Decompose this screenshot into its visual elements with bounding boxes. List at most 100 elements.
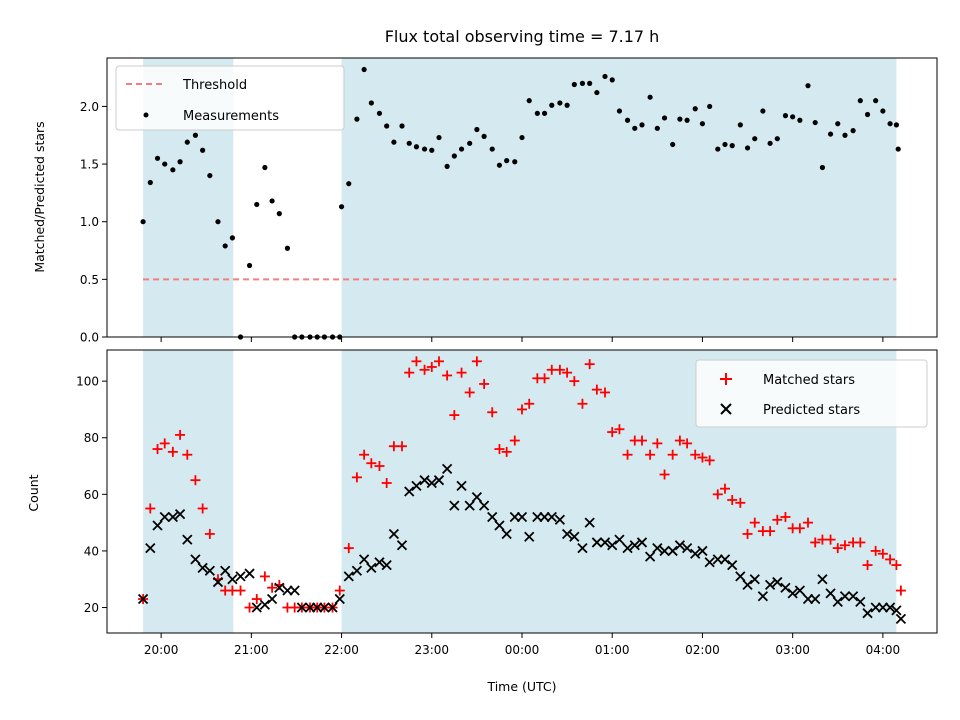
predicted-star-point bbox=[554, 514, 566, 525]
predicted-star-marker-b bbox=[478, 500, 490, 511]
matched-star-point bbox=[397, 441, 408, 452]
predicted-star-marker-b bbox=[464, 500, 475, 511]
matched-star-point bbox=[456, 367, 467, 378]
y-tick-label: 1.0 bbox=[80, 215, 99, 229]
measurement-point bbox=[632, 125, 638, 131]
predicted-star-point bbox=[396, 540, 408, 551]
measurement-point bbox=[215, 219, 221, 225]
predicted-star-point bbox=[426, 477, 437, 489]
predicted-star-point bbox=[749, 574, 760, 585]
measurement-point bbox=[361, 66, 367, 73]
matched-star-point bbox=[719, 483, 730, 494]
predicted-star-marker-b bbox=[167, 511, 178, 523]
matched-star-point bbox=[794, 523, 805, 534]
x-tick-label: 01:00 bbox=[595, 643, 630, 657]
predicted-star-point bbox=[152, 520, 163, 531]
matched-star-point bbox=[832, 543, 843, 554]
matched-star-point bbox=[554, 364, 565, 375]
measurement-point bbox=[624, 117, 631, 123]
predicted-star-marker-b bbox=[690, 548, 701, 559]
measurement-point bbox=[269, 198, 275, 204]
predicted-star-point bbox=[182, 534, 193, 545]
measurement-point bbox=[222, 243, 228, 249]
predicted-star-marker-b bbox=[742, 579, 753, 591]
predicted-star-point bbox=[167, 511, 178, 523]
predicted-star-point bbox=[780, 582, 791, 593]
predicted-star-point bbox=[719, 554, 731, 565]
matched-star-point bbox=[343, 543, 354, 554]
y-tick-label: 2.0 bbox=[80, 100, 99, 114]
predicted-star-marker-b bbox=[787, 588, 798, 599]
predicted-star-point bbox=[174, 509, 186, 520]
predicted-star-point bbox=[832, 596, 843, 608]
matched-star-point bbox=[584, 359, 595, 370]
predicted-star-point bbox=[839, 591, 851, 602]
matched-star-point bbox=[351, 472, 362, 483]
predicted-star-point bbox=[546, 511, 557, 523]
matched-star-point bbox=[591, 384, 602, 395]
measurement-point bbox=[609, 77, 615, 83]
predicted-star-marker-b bbox=[622, 542, 633, 554]
predicted-star-marker-b bbox=[780, 582, 791, 593]
predicted-star-point bbox=[652, 542, 663, 554]
legend-measurement-swatch bbox=[143, 112, 149, 118]
measurement-point bbox=[699, 121, 706, 127]
predicted-star-point bbox=[895, 613, 907, 624]
x-tick-label: 21:00 bbox=[234, 643, 269, 657]
predicted-star-marker-b bbox=[426, 477, 437, 489]
y-tick-label: 0.5 bbox=[80, 273, 99, 287]
predicted-star-marker-b bbox=[274, 582, 285, 593]
measurement-point bbox=[399, 123, 405, 129]
measurement-point bbox=[496, 162, 503, 168]
predicted-star-marker-b bbox=[652, 542, 663, 554]
predicted-star-point bbox=[212, 576, 224, 588]
legend-threshold-label: Threshold bbox=[182, 78, 247, 93]
y-tick-label: 80 bbox=[84, 431, 99, 445]
y-tick-label: 100 bbox=[76, 375, 99, 389]
matched-star-point bbox=[524, 398, 535, 409]
predicted-star-point bbox=[810, 593, 821, 605]
predicted-star-point bbox=[584, 517, 595, 528]
measurement-point bbox=[541, 110, 548, 116]
predicted-star-marker-b bbox=[891, 605, 902, 616]
y-tick-label: 40 bbox=[84, 544, 99, 558]
matched-star-point bbox=[145, 503, 156, 514]
matched-stars-points bbox=[138, 356, 906, 613]
predicted-star-point bbox=[235, 571, 246, 582]
predicted-star-point bbox=[855, 596, 866, 608]
predicted-star-point bbox=[742, 579, 753, 591]
measurement-point bbox=[887, 121, 893, 127]
measurement-point bbox=[654, 125, 660, 131]
y-axis-ticks-top: 0.0 0.5 1.0 1.5 2.0 bbox=[80, 100, 107, 345]
predicted-star-point bbox=[351, 565, 363, 576]
predicted-star-marker-b bbox=[152, 520, 163, 531]
matched-star-point bbox=[712, 489, 723, 500]
predicted-star-marker-b bbox=[855, 596, 866, 608]
legend-top: Threshold Measurements bbox=[115, 65, 345, 131]
predicted-star-marker-b bbox=[182, 534, 193, 545]
measurement-point bbox=[207, 172, 213, 179]
predicted-star-point bbox=[757, 591, 769, 602]
predicted-star-marker-b bbox=[145, 542, 156, 554]
predicted-stars-points bbox=[137, 463, 907, 624]
measurement-point bbox=[246, 262, 253, 269]
measurement-point bbox=[774, 136, 780, 142]
predicted-star-point bbox=[404, 486, 415, 497]
predicted-star-point bbox=[891, 605, 902, 616]
predicted-star-marker-b bbox=[190, 554, 201, 565]
matched-star-point bbox=[509, 435, 520, 446]
matched-star-point bbox=[204, 528, 215, 539]
matched-star-point bbox=[704, 455, 715, 466]
predicted-star-marker-b bbox=[351, 565, 363, 576]
matched-star-point bbox=[622, 449, 633, 460]
predicted-star-point bbox=[204, 565, 215, 576]
predicted-star-point bbox=[251, 602, 262, 613]
measurement-point bbox=[850, 128, 856, 134]
predicted-star-marker-b bbox=[137, 593, 149, 605]
measurement-point bbox=[444, 163, 450, 169]
measurement-point bbox=[192, 132, 199, 138]
predicted-star-point bbox=[388, 528, 400, 540]
matched-star-point bbox=[780, 511, 791, 522]
predicted-star-point bbox=[674, 540, 686, 551]
